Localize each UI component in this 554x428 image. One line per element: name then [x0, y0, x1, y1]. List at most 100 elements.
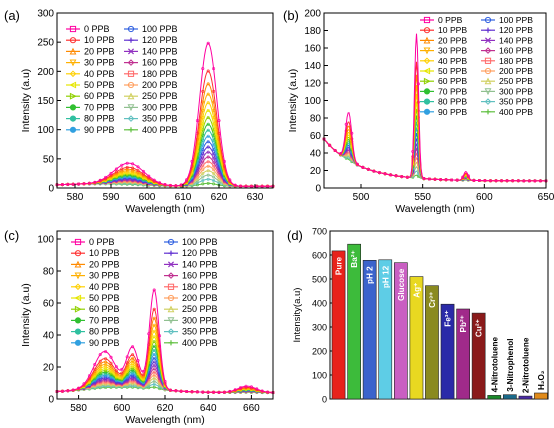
- legend-marker: [423, 36, 431, 44]
- legend-label: 40 PPB: [438, 56, 467, 66]
- legend-label: 70 PPB: [89, 315, 120, 325]
- series-point: [527, 179, 531, 183]
- bar-label: pH 12: [381, 265, 390, 288]
- legend-label: 120 PPB: [142, 35, 178, 45]
- series-point: [109, 355, 113, 359]
- bar: [487, 395, 502, 400]
- series-point: [152, 323, 156, 327]
- series-point: [114, 369, 118, 373]
- legend-marker: [128, 37, 134, 43]
- series-point: [344, 122, 348, 126]
- bar-label: 3-Nitrophenol: [506, 338, 515, 391]
- series-point: [77, 386, 81, 390]
- series-point: [206, 177, 210, 181]
- y-tick-label: 250: [37, 38, 54, 49]
- series-point: [152, 373, 156, 377]
- panel-letter: (d): [287, 228, 303, 243]
- legend-marker: [168, 250, 174, 256]
- series-line: [56, 141, 273, 187]
- series-point: [233, 183, 237, 187]
- series-line: [323, 108, 546, 182]
- bar: [518, 395, 533, 400]
- series-point: [179, 183, 183, 187]
- legend-label: 100 PPB: [142, 24, 178, 34]
- legend-marker: [167, 294, 175, 302]
- series-point: [152, 348, 156, 352]
- series-point: [239, 184, 243, 188]
- y-tick-label: 700: [312, 227, 327, 237]
- series-point: [206, 155, 210, 159]
- series-point: [228, 389, 232, 393]
- series-point: [212, 179, 216, 183]
- legend-label: 40 PPB: [84, 69, 115, 79]
- y-tick-label: 20: [310, 166, 322, 177]
- series-point: [466, 174, 470, 178]
- x-tick-label: 600: [113, 403, 130, 414]
- series-point: [98, 178, 102, 182]
- series-point: [152, 340, 156, 344]
- series-point: [125, 161, 129, 165]
- series-point: [249, 385, 253, 389]
- series-point: [98, 353, 102, 357]
- series-point: [201, 390, 205, 394]
- series-point: [179, 389, 183, 393]
- series-point: [516, 179, 520, 183]
- legend-marker: [167, 272, 175, 279]
- bar-label: H₂O₂: [537, 370, 546, 390]
- series-point: [158, 181, 162, 185]
- x-tick-label: 500: [353, 192, 370, 203]
- y-tick-label: 140: [304, 61, 321, 72]
- legend-marker: [69, 92, 77, 100]
- bar: [347, 243, 362, 400]
- bar-label: Cu²⁺: [475, 319, 484, 337]
- series-point: [131, 359, 135, 363]
- series-point: [222, 160, 226, 164]
- series-point: [195, 181, 199, 185]
- legend-label: 90 PPB: [84, 125, 115, 135]
- series-point: [212, 89, 216, 93]
- x-tick-label: 590: [103, 192, 120, 203]
- series-point: [206, 164, 210, 168]
- series-point: [206, 101, 210, 105]
- legend-marker: [167, 305, 175, 313]
- legend-label: 60 PPB: [84, 91, 115, 101]
- series-point: [217, 179, 221, 183]
- series-point: [152, 356, 156, 360]
- y-tick-label: 40: [310, 149, 322, 160]
- bar: [425, 285, 439, 400]
- legend-marker: [485, 27, 491, 33]
- series-point: [212, 160, 216, 164]
- series-line: [323, 138, 546, 182]
- series-point: [104, 369, 108, 373]
- series-point: [125, 355, 129, 359]
- series-point: [228, 178, 232, 182]
- series-point: [533, 179, 537, 183]
- series-point: [212, 390, 216, 394]
- legend-marker: [168, 340, 174, 346]
- series-point: [439, 178, 443, 182]
- series-point: [255, 387, 259, 391]
- legend-label: 400 PPB: [142, 125, 178, 135]
- series-point: [114, 170, 118, 174]
- bar-label: Fe³⁺: [444, 310, 453, 327]
- series-point: [206, 134, 210, 138]
- legend-label: 250 PPB: [499, 76, 533, 86]
- series-point: [260, 184, 264, 188]
- series-point: [120, 163, 124, 167]
- series-point: [372, 169, 376, 173]
- x-tick-label: 660: [243, 403, 260, 414]
- series-point: [244, 184, 248, 188]
- panel-b: (b) 500 550 600 650 0 20 40 60 80 100 120 140 160 180 2…: [283, 8, 554, 215]
- series-point: [427, 177, 431, 181]
- panel-letter: (b): [283, 8, 299, 23]
- legend-label: 20 PPB: [84, 46, 115, 56]
- series-point: [77, 182, 81, 186]
- legend-marker: [127, 25, 135, 33]
- series-point: [120, 169, 124, 173]
- legend-label: 30 PPB: [84, 58, 115, 68]
- legend-label: 70 PPB: [438, 86, 467, 96]
- legend-marker: [484, 57, 492, 64]
- series-line: [323, 115, 546, 182]
- x-tick-label: 580: [70, 403, 87, 414]
- series-point: [233, 388, 237, 392]
